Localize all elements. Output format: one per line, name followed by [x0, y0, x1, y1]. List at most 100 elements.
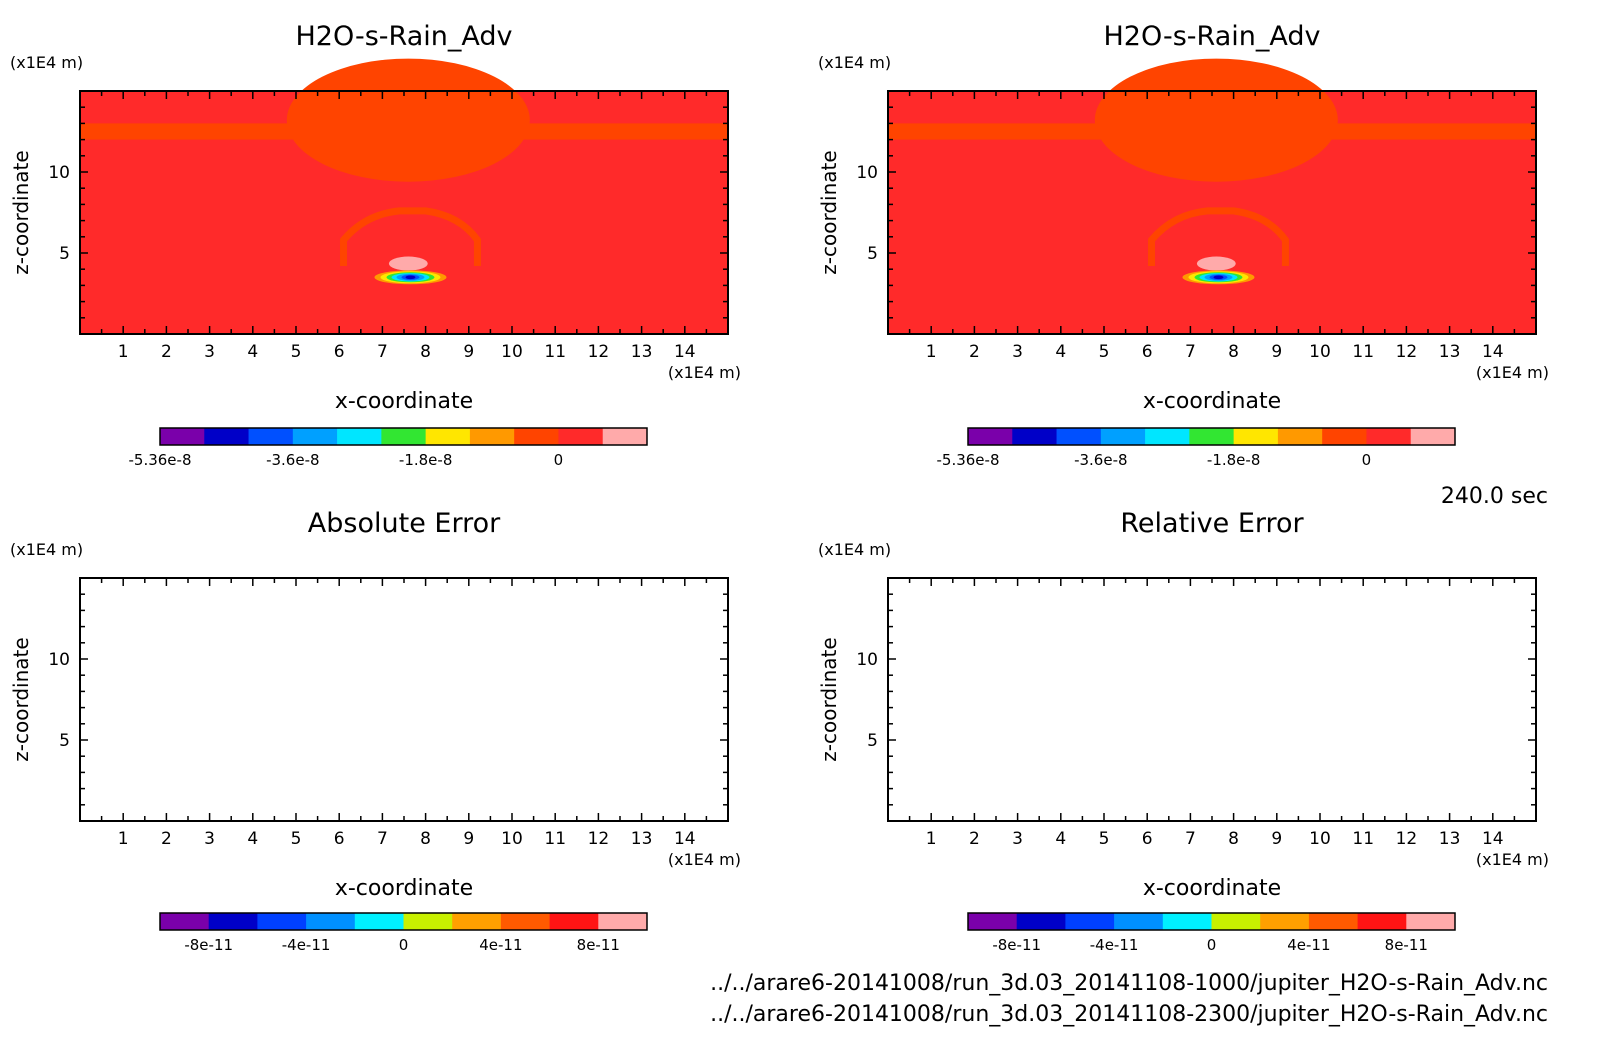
x-unit-label: (x1E4 m) [668, 850, 741, 869]
field-upper-band [888, 123, 1536, 140]
x-tick-label: 3 [204, 342, 215, 362]
chart-title: H2O-s-Rain_Adv [1104, 21, 1321, 52]
x-tick-label: 9 [463, 829, 474, 849]
colorbar-label: -8e-11 [184, 936, 233, 954]
x-tick-label: 7 [377, 342, 388, 362]
colorbar-frame [967, 912, 1456, 931]
y-unit-label: (x1E4 m) [10, 53, 83, 72]
x-tick-label: 9 [1271, 342, 1282, 362]
x-tick-label: 1 [118, 829, 129, 849]
colorbar-swatch [381, 428, 427, 445]
colorbar-label: -3.6e-8 [1074, 451, 1127, 469]
x-tick-label: 2 [161, 342, 172, 362]
colorbar-swatch [160, 913, 210, 930]
x-tick-label: 13 [631, 342, 653, 362]
plot-frame [887, 577, 1537, 822]
x-tick-label: 6 [334, 829, 345, 849]
colorbar-label: -5.36e-8 [129, 451, 192, 469]
colorbar-swatch [1012, 428, 1058, 445]
x-tick-label: 6 [334, 342, 345, 362]
x-tick-label: 6 [1142, 342, 1153, 362]
y-axis-label: z-coordinate [817, 150, 841, 274]
file-path-1: ../../arare6-20141008/run_3d.03_20141108… [710, 971, 1548, 996]
colorbar-swatch [1308, 913, 1359, 930]
y-axis-label: z-coordinate [817, 637, 841, 761]
field-cloud-ring [1148, 207, 1289, 266]
x-tick-label: 11 [1352, 829, 1374, 849]
colorbar-label: -3.6e-8 [266, 451, 319, 469]
field-upper-band [80, 123, 728, 140]
colorbar-label: 0 [1362, 451, 1372, 469]
colorbar-swatch [425, 428, 471, 445]
colorbar-swatch [1100, 428, 1146, 445]
x-tick-label: 13 [631, 829, 653, 849]
field-core-layer-7 [1213, 275, 1224, 280]
x-tick-label: 7 [1185, 342, 1196, 362]
colorbar-label: -8e-11 [992, 936, 1041, 954]
colorbar-swatch [598, 913, 648, 930]
x-tick-label: 13 [1439, 342, 1461, 362]
y-tick-label: 10 [48, 650, 70, 670]
x-tick-label: 10 [1309, 342, 1331, 362]
colorbar-swatch [1357, 913, 1407, 930]
x-axis-label: x-coordinate [1143, 389, 1281, 414]
x-tick-label: 3 [1012, 342, 1023, 362]
colorbar-swatch [968, 428, 1013, 445]
chart-title: Relative Error [1120, 508, 1304, 539]
colorbar-swatch [558, 428, 604, 445]
colorbar-label: -1.8e-8 [399, 451, 452, 469]
colorbar-label: 0 [554, 451, 564, 469]
colorbar-swatch [1406, 913, 1456, 930]
x-unit-label: (x1E4 m) [1476, 850, 1549, 869]
colorbar-swatch [1322, 428, 1367, 445]
x-tick-label: 5 [1099, 342, 1110, 362]
colorbar-frame [159, 427, 648, 446]
x-tick-label: 7 [377, 829, 388, 849]
field-upper-dome [286, 58, 530, 182]
x-tick-label: 14 [674, 342, 696, 362]
field-upper-dome [1094, 58, 1338, 182]
y-axis-label: z-coordinate [9, 150, 33, 274]
x-tick-label: 12 [1396, 829, 1418, 849]
y-tick-label: 5 [867, 731, 878, 751]
y-unit-label: (x1E4 m) [818, 53, 891, 72]
y-tick-label: 10 [48, 163, 70, 183]
colorbar-frame [159, 912, 648, 931]
colorbar-swatch [968, 913, 1018, 930]
colorbar-swatch [469, 428, 515, 445]
x-axis-label: x-coordinate [335, 876, 473, 901]
colorbar-label: -4e-11 [1090, 936, 1139, 954]
x-tick-label: 13 [1439, 829, 1461, 849]
x-tick-label: 1 [118, 342, 129, 362]
field-cloud-ring [340, 207, 481, 266]
colorbar-swatch [1211, 913, 1261, 930]
chart-panel-4: Relative Error (x1E4 m) (x1E4 m) x-coordina… [817, 508, 1549, 954]
x-tick-label: 2 [969, 342, 980, 362]
colorbar-swatch [602, 428, 648, 445]
x-tick-label: 8 [1228, 829, 1239, 849]
colorbar-swatch [1065, 913, 1115, 930]
y-tick-label: 10 [856, 163, 878, 183]
x-unit-label: (x1E4 m) [668, 363, 741, 382]
colorbar-swatch [500, 913, 551, 930]
y-unit-label: (x1E4 m) [818, 540, 891, 559]
colorbar-swatch [1145, 428, 1190, 445]
x-tick-label: 8 [420, 829, 431, 849]
x-tick-label: 9 [1271, 829, 1282, 849]
colorbar-swatch [1366, 428, 1412, 445]
x-tick-label: 2 [969, 829, 980, 849]
colorbar-swatch [549, 913, 599, 930]
field-core-layer-7 [405, 275, 416, 280]
colorbar-swatch [1277, 428, 1323, 445]
x-tick-label: 3 [204, 829, 215, 849]
colorbar-swatch [337, 428, 382, 445]
x-tick-label: 2 [161, 829, 172, 849]
x-tick-label: 12 [1396, 342, 1418, 362]
colorbar-swatch [204, 428, 250, 445]
x-tick-label: 12 [588, 829, 610, 849]
x-tick-label: 9 [463, 342, 474, 362]
x-tick-label: 11 [544, 342, 566, 362]
colorbar-label: 0 [1207, 936, 1217, 954]
x-tick-label: 10 [1309, 829, 1331, 849]
x-tick-label: 5 [1099, 829, 1110, 849]
